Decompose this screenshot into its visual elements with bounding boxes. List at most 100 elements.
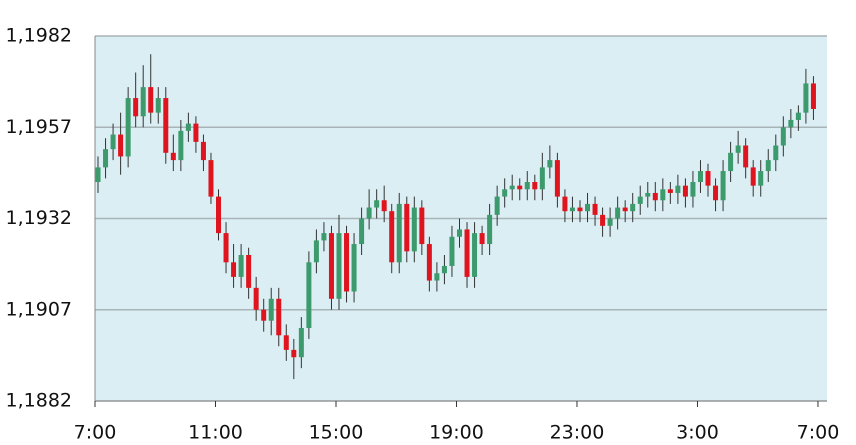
candle-body <box>223 233 229 263</box>
candle-body <box>140 87 146 117</box>
candle-body <box>238 255 244 277</box>
candle-body <box>622 207 628 212</box>
candle-body <box>95 167 101 182</box>
x-tick-label: 3:00 <box>676 422 719 444</box>
candle-body <box>276 298 282 336</box>
candle-body <box>645 192 651 197</box>
candle-body <box>359 218 365 245</box>
y-tick-label: 1,1932 <box>6 207 72 229</box>
candle-body <box>600 214 606 226</box>
candle-body <box>720 171 726 201</box>
candle-body <box>396 203 402 263</box>
candle-body <box>630 203 636 212</box>
y-tick-label: 1,1982 <box>6 25 72 47</box>
candle-body <box>487 214 493 245</box>
candle-body <box>170 152 176 161</box>
candle-body <box>336 233 342 299</box>
candle-body <box>810 83 816 109</box>
candle-body <box>554 160 560 197</box>
candle-body <box>283 335 289 350</box>
candle-body <box>434 273 440 281</box>
candle-body <box>577 207 583 212</box>
candle-body <box>381 200 387 212</box>
candle-body <box>426 244 432 281</box>
candle-body <box>441 265 447 274</box>
candle-body <box>803 83 809 113</box>
candle-body <box>148 87 154 113</box>
x-tick-label: 19:00 <box>429 422 484 444</box>
y-tick-label: 1,1882 <box>6 390 72 412</box>
candle-body <box>788 119 794 128</box>
candle-body <box>178 130 184 161</box>
candle-body <box>246 255 252 288</box>
candle-body <box>103 149 109 168</box>
candle-body <box>133 98 139 117</box>
y-tick-label: 1,1957 <box>6 116 72 138</box>
candle-body <box>231 262 237 277</box>
candle-body <box>743 145 749 168</box>
candle-body <box>261 309 267 321</box>
candle-body <box>185 123 191 131</box>
candle-body <box>208 160 214 197</box>
candle-body <box>472 233 478 277</box>
candle-body <box>517 185 523 190</box>
candle-body <box>306 262 312 328</box>
candle-body <box>268 298 274 321</box>
candle-body <box>592 203 598 215</box>
candle-body <box>404 203 410 252</box>
candle-body <box>291 349 297 358</box>
x-tick-label: 23:00 <box>550 422 605 444</box>
candle-body <box>494 196 500 215</box>
x-tick-label: 15:00 <box>309 422 364 444</box>
candle-body <box>155 98 161 113</box>
candle-body <box>765 160 771 172</box>
candle-body <box>479 233 485 245</box>
candle-body <box>419 207 425 245</box>
candle-body <box>585 203 591 212</box>
candle-body <box>690 182 696 197</box>
candle-body <box>569 207 575 212</box>
candle-body <box>509 185 515 190</box>
candle-body <box>562 196 568 212</box>
candle-body <box>321 233 327 241</box>
candle-body <box>110 134 116 150</box>
candle-body <box>118 134 124 157</box>
candle-body <box>464 229 470 277</box>
candle-body <box>411 207 417 252</box>
candle-body <box>750 167 756 186</box>
candle-body <box>351 244 357 292</box>
candle-body <box>193 123 199 142</box>
candle-body <box>713 185 719 201</box>
candle-body <box>313 240 319 263</box>
candle-body <box>682 185 688 197</box>
candle-body <box>389 211 395 263</box>
x-tick-label: 7:00 <box>797 422 840 444</box>
candle-body <box>675 185 681 193</box>
candle-body <box>344 233 350 292</box>
candle-body <box>298 328 304 358</box>
candle-body <box>697 171 703 182</box>
candle-body <box>637 196 643 204</box>
candle-body <box>456 229 462 237</box>
candle-body <box>366 207 372 219</box>
candle-body <box>773 145 779 161</box>
y-tick-label: 1,1907 <box>6 298 72 320</box>
candle-body <box>547 160 553 168</box>
candle-body <box>253 287 259 310</box>
candle-body <box>328 233 334 299</box>
candle-body <box>758 171 764 186</box>
x-tick-label: 7:00 <box>74 422 117 444</box>
candle-body <box>539 167 545 190</box>
candle-body <box>795 112 801 120</box>
candle-body <box>125 98 131 157</box>
candle-body <box>524 182 530 190</box>
candle-body <box>607 218 613 226</box>
candle-body <box>532 182 538 190</box>
candle-body <box>502 189 508 197</box>
candle-body <box>216 196 222 234</box>
candle-body <box>735 145 741 153</box>
candle-body <box>660 189 666 201</box>
candle-body <box>200 141 206 161</box>
candle-body <box>615 207 621 219</box>
